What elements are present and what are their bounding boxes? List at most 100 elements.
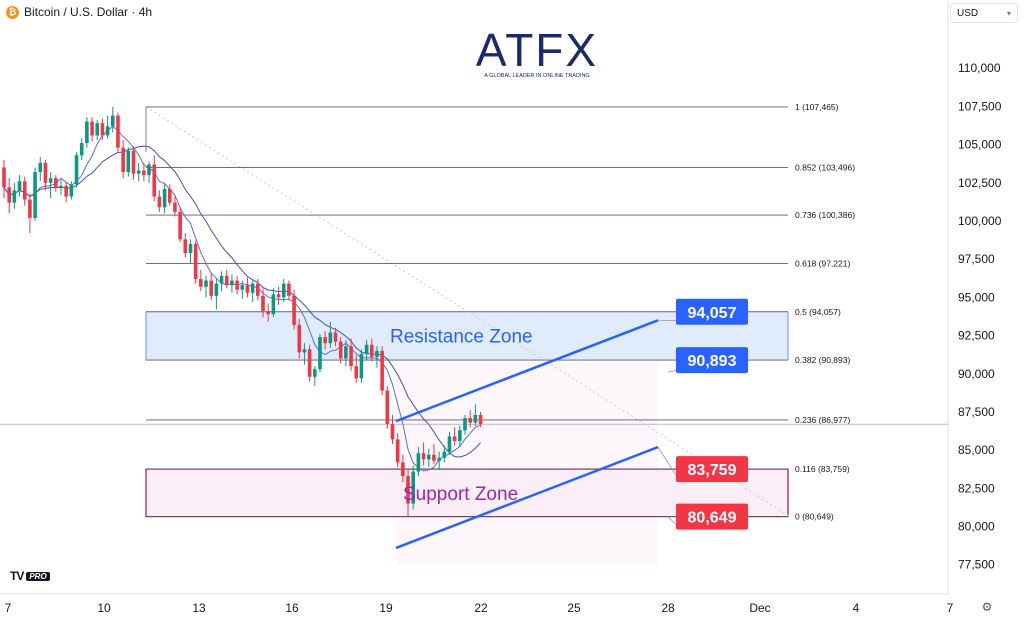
candle-body [442, 451, 447, 458]
x-tick-label: Dec [749, 601, 770, 615]
x-tick-label: 4 [853, 601, 860, 615]
candle-body [281, 283, 286, 298]
candle-body [473, 415, 478, 423]
candle-body [250, 283, 255, 293]
y-tick-label: 87,500 [958, 405, 995, 419]
fib-level-label: 0.5 (94,057) [795, 307, 841, 317]
candle-body [426, 454, 431, 460]
y-tick-label: 102,500 [958, 176, 1002, 190]
price-label-text: 94,057 [688, 305, 737, 322]
y-tick-label: 97,500 [958, 252, 995, 266]
y-tick-label: 90,000 [958, 367, 995, 381]
time-axis[interactable]: 7 10 13 16 19 22 25 28 Dec 4 7 [5, 601, 954, 615]
x-tick-label: 22 [474, 601, 488, 615]
atfx-logo: ATFX A GLOBAL LEADER IN ONLINE TRADING [476, 24, 598, 79]
x-tick-label: 13 [192, 601, 206, 615]
price-label-box [676, 456, 748, 483]
y-tick-label: 107,500 [958, 99, 1002, 113]
y-tick-label: 100,000 [958, 214, 1002, 228]
candle-body [17, 181, 22, 191]
price-label-text: 80,649 [688, 510, 737, 527]
candle-body [328, 332, 333, 344]
candle-body [292, 295, 296, 325]
candle-body [369, 344, 374, 357]
candle-body [380, 350, 384, 391]
y-tick-label: 80,000 [958, 520, 995, 534]
candle-body [318, 337, 322, 370]
x-tick-label: 7 [5, 601, 12, 615]
currency-label: USD [957, 7, 979, 19]
candle-body [2, 167, 6, 188]
candle-body [452, 436, 457, 441]
candle-body [152, 164, 157, 197]
x-tick-label: 25 [567, 601, 581, 615]
price-label-callout [657, 446, 679, 479]
candle-body [271, 294, 276, 315]
candle-body [230, 280, 234, 286]
candle-body [33, 172, 37, 218]
candle-body [90, 121, 94, 136]
candle-body [323, 337, 327, 344]
candle-body [22, 181, 27, 200]
y-tick-label: 110,000 [958, 61, 1001, 75]
candle-body [416, 453, 421, 472]
candle-body [406, 476, 410, 504]
candle-body [116, 115, 120, 148]
candle-body [266, 311, 270, 315]
candle-body [375, 350, 379, 357]
candle-body [110, 115, 115, 127]
candle-body [136, 170, 141, 174]
candle-body [173, 202, 177, 212]
gear-icon[interactable]: ⚙ [981, 600, 993, 614]
price-label-text: 90,893 [688, 353, 737, 370]
channel-lower-line [395, 445, 659, 550]
channel-upper-line [395, 319, 659, 423]
fib-level-label: 0.852 (103,496) [795, 163, 855, 173]
candle-body [468, 418, 472, 423]
candle-body [142, 170, 146, 176]
fib-level-label: 0.382 (90,893) [795, 355, 850, 365]
y-tick-label: 95,000 [958, 290, 995, 304]
candle-body [276, 294, 281, 298]
candle-body [178, 211, 182, 240]
candle-body [302, 349, 307, 353]
price-label-box [676, 347, 748, 374]
candle-body [395, 439, 400, 463]
candle-body [28, 199, 32, 218]
candle-body [390, 424, 395, 440]
bitcoin-icon: ₿ [6, 5, 19, 19]
candle-body [162, 188, 167, 208]
candle-body [432, 454, 436, 461]
symbol-title: Bitcoin / U.S. Dollar · 4h [24, 5, 153, 19]
candle-body [401, 462, 405, 477]
fib-level-label: 1 (107,465) [795, 102, 839, 112]
chevron-down-icon: ▾ [1006, 8, 1011, 18]
candle-body [209, 280, 213, 296]
candles-layer [2, 106, 483, 517]
candle-body [48, 178, 53, 183]
candle-body [126, 150, 131, 173]
candle-body [385, 390, 390, 425]
y-tick-label: 85,000 [958, 443, 995, 457]
logo-brand: ATFX [476, 24, 598, 76]
currency-selector[interactable]: USD ▾ [950, 3, 1018, 23]
candle-body [214, 283, 219, 296]
y-tick-label: 105,000 [958, 138, 1002, 152]
candle-body [12, 190, 17, 203]
candle-body [85, 121, 89, 144]
logo-tagline: A GLOBAL LEADER IN ONLINE TRADING [484, 73, 589, 79]
candle-body [364, 344, 369, 354]
y-tick-label: 82,500 [958, 481, 995, 495]
price-labels: 94,057 90,893 83,759 80,649 [657, 298, 748, 530]
symbol-header[interactable]: ₿ Bitcoin / U.S. Dollar · 4h [6, 4, 152, 20]
candle-body [354, 366, 359, 379]
candle-body [478, 415, 483, 425]
tradingview-logo[interactable]: TV PRO [10, 569, 50, 583]
candle-body [193, 243, 198, 280]
fib-level-label: 0.236 (86,977) [795, 415, 850, 425]
candle-body [245, 285, 250, 293]
candle-body [188, 243, 193, 254]
fib-level-label: 0.736 (100,386) [795, 210, 855, 220]
price-axis[interactable]: 77,500 80,000 82,500 85,000 87,500 90,000 92,5… [958, 61, 1002, 572]
